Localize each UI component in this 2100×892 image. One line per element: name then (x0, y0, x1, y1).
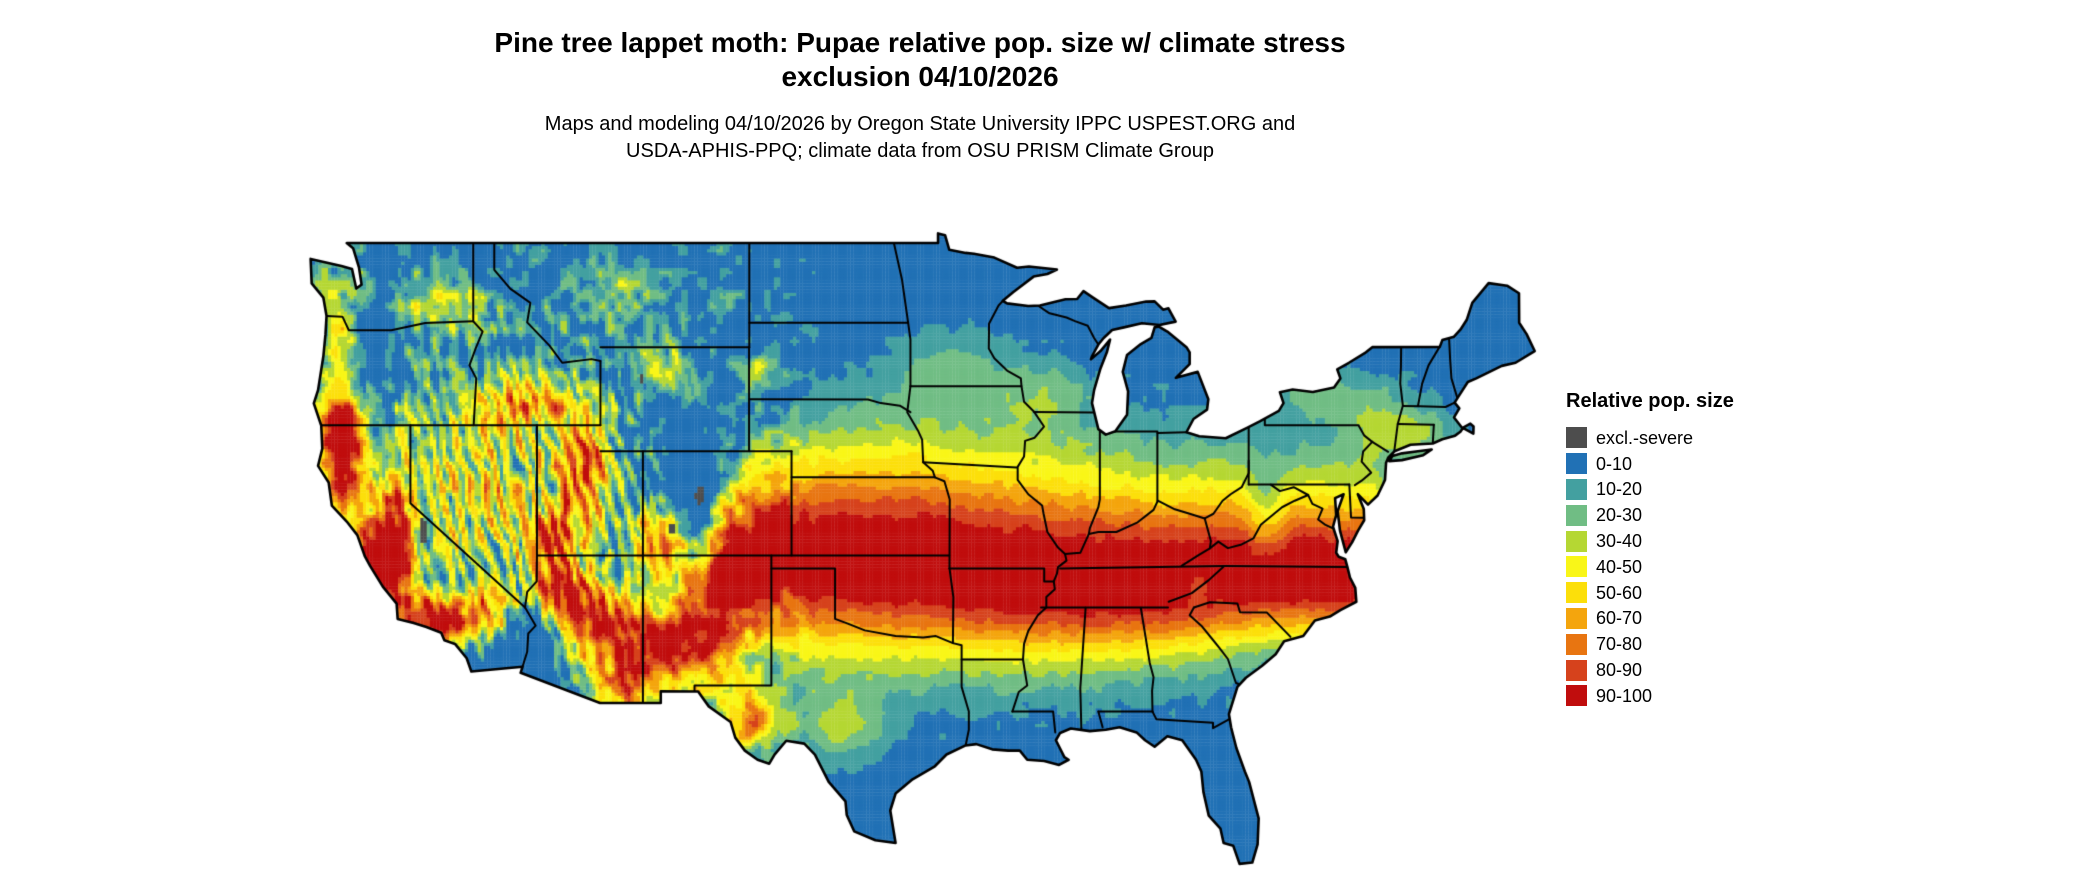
legend: Relative pop. size excl.-severe 0-10 10-20… (1566, 390, 1734, 709)
legend-item: 30-40 (1566, 528, 1734, 554)
legend-item: excl.-severe (1566, 425, 1734, 451)
legend-item: 50-60 (1566, 580, 1734, 606)
legend-swatch (1566, 582, 1587, 604)
legend-swatch (1566, 453, 1587, 475)
legend-title: Relative pop. size (1566, 390, 1734, 412)
map-subtitle-line2: USDA-APHIS-PPQ; climate data from OSU PR… (626, 140, 1214, 163)
legend-swatch (1566, 504, 1587, 526)
legend-swatch (1566, 607, 1587, 629)
legend-label: 90-100 (1596, 685, 1653, 706)
legend-item: 70-80 (1566, 631, 1734, 657)
legend-swatch (1566, 633, 1587, 655)
map-title-line2: exclusion 04/10/2026 (781, 60, 1059, 92)
legend-swatch (1566, 556, 1587, 578)
map-title: Pine tree lappet moth: Pupae relative po… (0, 26, 1840, 93)
legend-item: 0-10 (1566, 451, 1734, 477)
legend-label: 80-90 (1596, 660, 1643, 681)
map-title-line1: Pine tree lappet moth: Pupae relative po… (494, 27, 1346, 58)
legend-item: 90-100 (1566, 683, 1734, 709)
legend-swatch (1566, 659, 1587, 681)
legend-items: excl.-severe 0-10 10-20 20-30 30-40 40-50 50-6… (1566, 425, 1734, 709)
legend-swatch (1566, 427, 1587, 449)
legend-label: 30-40 (1596, 531, 1643, 552)
legend-swatch (1566, 685, 1587, 707)
legend-item: 60-70 (1566, 606, 1734, 632)
legend-item: 80-90 (1566, 657, 1734, 683)
legend-label: 40-50 (1596, 556, 1643, 577)
legend-swatch (1566, 530, 1587, 552)
us-map-canvas (300, 230, 1540, 886)
legend-label: 50-60 (1596, 582, 1643, 603)
legend-swatch (1566, 478, 1587, 500)
legend-item: 20-30 (1566, 502, 1734, 528)
map-subtitle-line1: Maps and modeling 04/10/2026 by Oregon S… (544, 113, 1296, 136)
legend-label: 0-10 (1596, 453, 1633, 474)
legend-label: 60-70 (1596, 608, 1643, 629)
legend-item: 40-50 (1566, 554, 1734, 580)
header: Pine tree lappet moth: Pupae relative po… (0, 26, 1840, 165)
legend-label: 10-20 (1596, 479, 1643, 500)
legend-item: 10-20 (1566, 477, 1734, 503)
legend-label: 20-30 (1596, 505, 1643, 526)
legend-label: excl.-severe (1596, 427, 1694, 448)
map-subtitle: Maps and modeling 04/10/2026 by Oregon S… (0, 111, 1840, 165)
legend-label: 70-80 (1596, 634, 1643, 655)
